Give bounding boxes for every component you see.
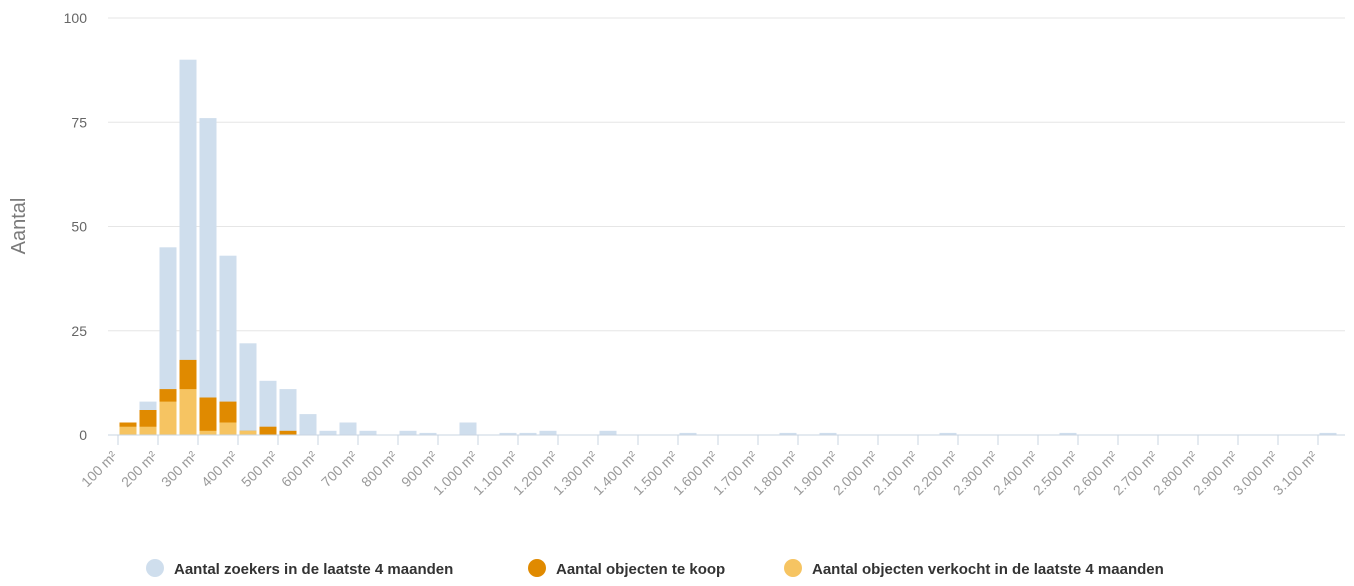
bar-zoekers-4[interactable]: [199, 118, 217, 435]
y-tick-label: 0: [79, 427, 87, 443]
y-tick-label: 50: [71, 219, 87, 235]
y-tick-label: 25: [71, 323, 87, 339]
series-zoekers: [119, 59, 1337, 436]
bar-zoekers-12[interactable]: [359, 430, 377, 435]
x-tick-label: 100 m²: [78, 448, 120, 490]
bar-zoekers-14[interactable]: [399, 430, 417, 435]
legend-label: Aantal zoekers in de laatste 4 maanden: [174, 561, 453, 578]
bar-verkocht-2[interactable]: [159, 401, 177, 435]
bar-zoekers-7[interactable]: [259, 380, 277, 435]
bar-zoekers-15[interactable]: [419, 432, 437, 435]
bar-verkocht-1[interactable]: [139, 426, 157, 435]
bar-zoekers-33[interactable]: [779, 432, 797, 435]
x-tick-label: 500 m²: [238, 448, 280, 490]
bar-verkocht-5[interactable]: [219, 422, 237, 436]
bar-zoekers-41[interactable]: [939, 432, 957, 435]
x-tick-label: 200 m²: [118, 448, 160, 490]
bar-te-koop-7[interactable]: [259, 426, 277, 435]
bar-verkocht-0[interactable]: [119, 426, 137, 435]
bar-zoekers-2[interactable]: [159, 247, 177, 435]
legend-label: Aantal objecten te koop: [556, 561, 725, 578]
bar-zoekers-11[interactable]: [339, 422, 357, 436]
legend-item[interactable]: Aantal objecten verkocht in de laatste 4…: [784, 559, 1164, 578]
bar-zoekers-60[interactable]: [1319, 432, 1337, 435]
bar-zoekers-20[interactable]: [519, 432, 537, 435]
y-axis-ticks: 0 25 50 75 100: [64, 10, 88, 443]
bar-zoekers-17[interactable]: [459, 422, 477, 436]
legend-marker: [784, 559, 802, 577]
bar-zoekers-21[interactable]: [539, 430, 557, 435]
bar-zoekers-5[interactable]: [219, 255, 237, 435]
bar-zoekers-6[interactable]: [239, 343, 257, 435]
bar-zoekers-24[interactable]: [599, 430, 617, 435]
y-tick-label: 75: [71, 114, 87, 130]
legend-item[interactable]: Aantal zoekers in de laatste 4 maanden: [146, 559, 453, 578]
legend-marker: [146, 559, 164, 577]
x-tick-label: 300 m²: [158, 448, 200, 490]
bar-zoekers-28[interactable]: [679, 432, 697, 435]
legend-item[interactable]: Aantal objecten te koop: [528, 559, 725, 578]
gridlines: [108, 17, 1345, 332]
legend: Aantal zoekers in de laatste 4 maanden Aa…: [146, 559, 1164, 578]
bar-verkocht-3[interactable]: [179, 389, 197, 435]
bar-te-koop-8[interactable]: [279, 430, 297, 435]
bar-zoekers-35[interactable]: [819, 432, 837, 435]
bar-verkocht-6[interactable]: [239, 430, 257, 435]
legend-label: Aantal objecten verkocht in de laatste 4…: [812, 561, 1164, 578]
bar-zoekers-9[interactable]: [299, 414, 317, 435]
x-tick-label: 3.100 m²: [1270, 448, 1321, 499]
bar-zoekers-8[interactable]: [279, 389, 297, 435]
x-tick-label: 400 m²: [198, 448, 240, 490]
x-tick-label: 600 m²: [278, 448, 320, 490]
bar-zoekers-10[interactable]: [319, 430, 337, 435]
x-tick-label: 800 m²: [358, 448, 400, 490]
y-axis-label: Aantal: [8, 198, 30, 255]
bar-te-koop-4[interactable]: [199, 397, 217, 436]
bar-zoekers-19[interactable]: [499, 432, 517, 435]
legend-marker: [528, 559, 546, 577]
series-verkocht: [119, 389, 257, 436]
x-tick-label: 700 m²: [318, 448, 360, 490]
y-tick-label: 100: [64, 10, 88, 26]
bar-verkocht-4[interactable]: [199, 430, 217, 435]
bar-zoekers-3[interactable]: [179, 59, 197, 435]
bar-zoekers-47[interactable]: [1059, 432, 1077, 435]
